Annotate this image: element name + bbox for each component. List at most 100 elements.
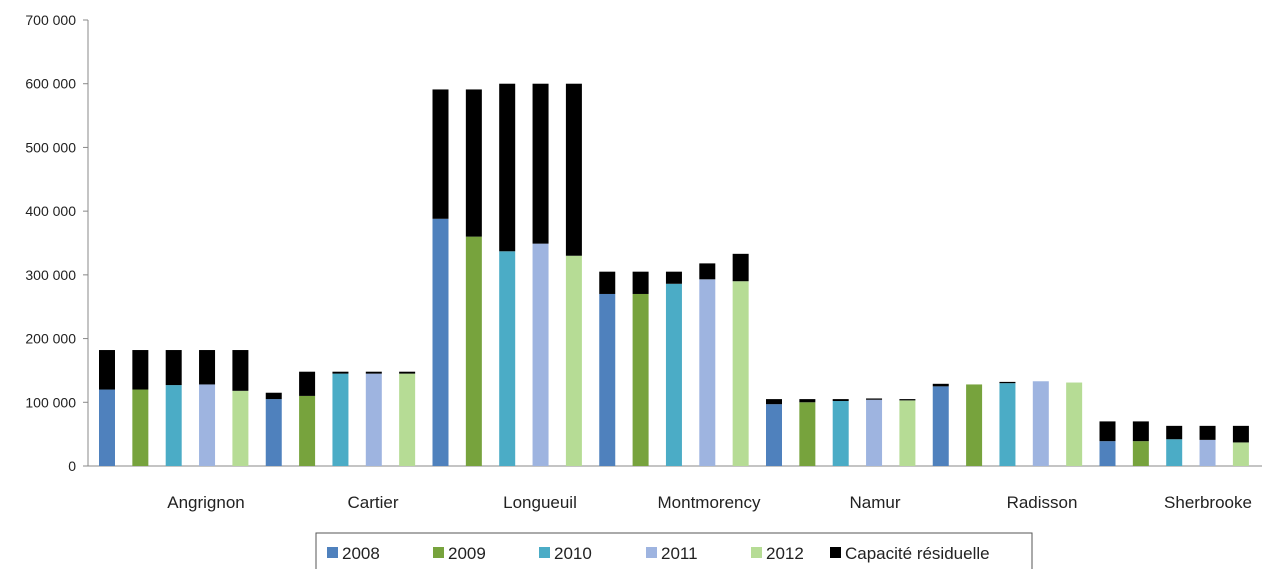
y-tick-label: 200 000: [25, 331, 76, 347]
legend-frame: [315, 532, 1033, 574]
bar-namur-2008: [766, 404, 782, 466]
legend-label: 2011: [661, 544, 698, 563]
bar-radisson-2010: [999, 383, 1016, 466]
bar-cartier-2011: [365, 373, 382, 466]
bar-residual-namur-2012: [899, 399, 916, 401]
legend-swatch-capacité-résiduelle: [830, 547, 841, 558]
bar-cartier-2009: [299, 395, 316, 466]
bar-longueuil-2008: [432, 218, 449, 466]
bar-residual-sherbrooke-2009: [1132, 421, 1149, 442]
bar-sherbrooke-2008: [1099, 441, 1116, 466]
bar-residual-montmorency-2011: [699, 263, 716, 280]
bar-longueuil-2010: [499, 251, 516, 466]
category-label-radisson: Radisson: [1007, 493, 1078, 512]
bar-angrignon-2010: [165, 385, 182, 466]
bar-residual-longueuil-2008: [432, 89, 449, 219]
bar-cartier-2008: [265, 399, 282, 466]
bar-residual-sherbrooke-2012: [1232, 425, 1249, 443]
bar-residual-cartier-2010: [332, 371, 349, 374]
category-label-longueuil: Longueuil: [503, 493, 577, 512]
bar-cartier-2010: [332, 373, 349, 466]
y-tick-label: 400 000: [25, 203, 76, 219]
bar-residual-angrignon-2008: [99, 350, 115, 390]
bar-residual-cartier-2008: [265, 392, 282, 400]
bar-longueuil-2012: [565, 255, 582, 466]
legend-swatch-2008: [327, 547, 338, 558]
y-tick-label: 700 000: [25, 12, 76, 28]
bar-residual-cartier-2012: [399, 371, 416, 374]
bar-montmorency-2010: [665, 283, 682, 466]
bar-residual-namur-2011: [866, 398, 883, 400]
bar-residual-angrignon-2010: [165, 350, 182, 386]
bar-radisson-2011: [1032, 381, 1049, 466]
bar-residual-montmorency-2009: [632, 271, 649, 294]
bar-sherbrooke-2010: [1166, 439, 1183, 466]
bar-sherbrooke-2012: [1232, 442, 1249, 466]
y-tick-label: 100 000: [25, 394, 76, 410]
legend-swatch-2009: [433, 547, 444, 558]
bar-angrignon-2012: [232, 390, 249, 466]
bar-residual-cartier-2009: [299, 371, 316, 396]
bar-residual-montmorency-2008: [599, 271, 616, 294]
category-label-sherbrooke: Sherbrooke: [1164, 493, 1252, 512]
y-tick-label: 0: [68, 458, 76, 474]
legend: 2008 2009 2010 2011 2012 Capacité résiduelle: [315, 532, 1033, 574]
legend-swatch-2010: [539, 547, 550, 558]
bar-montmorency-2012: [732, 281, 749, 466]
bar-residual-radisson-2010: [999, 381, 1016, 384]
legend-label: 2009: [448, 544, 486, 563]
legend-label: Capacité résiduelle: [845, 544, 990, 563]
bar-angrignon-2008: [99, 389, 115, 466]
category-label-montmorency: Montmorency: [658, 493, 761, 512]
bar-residual-namur-2008: [766, 399, 782, 405]
legend-label: 2012: [766, 544, 804, 563]
bar-residual-sherbrooke-2010: [1166, 425, 1183, 440]
bar-namur-2011: [866, 399, 883, 466]
bars: [99, 83, 1249, 466]
category-label-cartier: Cartier: [347, 493, 398, 512]
category-label-namur: Namur: [849, 493, 900, 512]
bar-residual-namur-2009: [799, 399, 816, 403]
bar-montmorency-2009: [632, 293, 649, 466]
bar-residual-angrignon-2012: [232, 350, 249, 391]
legend-label: 2010: [554, 544, 592, 563]
bar-cartier-2012: [399, 373, 416, 466]
y-tick-label: 500 000: [25, 139, 76, 155]
bar-residual-longueuil-2012: [565, 83, 582, 256]
bar-angrignon-2011: [199, 384, 216, 466]
bar-residual-cartier-2011: [365, 371, 382, 374]
bar-sherbrooke-2009: [1132, 441, 1149, 466]
bar-residual-longueuil-2010: [499, 83, 516, 252]
y-tick-label: 600 000: [25, 76, 76, 92]
legend-label: 2008: [342, 544, 380, 563]
bar-residual-angrignon-2011: [199, 350, 216, 385]
bar-montmorency-2011: [699, 279, 716, 466]
bar-namur-2009: [799, 402, 816, 466]
bar-montmorency-2008: [599, 293, 616, 466]
bar-longueuil-2011: [532, 243, 549, 466]
y-tick-label: 300 000: [25, 267, 76, 283]
y-tick-labels: 0 100 000 200 000 300 000 400 000 500 000 600 …: [25, 12, 88, 474]
legend-swatch-2011: [646, 547, 657, 558]
bar-namur-2012: [899, 400, 916, 466]
bar-radisson-2009: [966, 384, 983, 466]
category-label-angrignon: Angrignon: [167, 493, 245, 512]
bar-angrignon-2009: [132, 389, 149, 466]
bar-residual-sherbrooke-2008: [1099, 421, 1116, 442]
bar-residual-radisson-2008: [932, 383, 949, 387]
bar-sherbrooke-2011: [1199, 439, 1216, 466]
bar-residual-longueuil-2011: [532, 83, 549, 244]
bar-residual-montmorency-2012: [732, 253, 749, 282]
bar-radisson-2008: [932, 386, 949, 466]
legend-swatch-2012: [751, 547, 762, 558]
bar-residual-sherbrooke-2011: [1199, 425, 1216, 440]
bar-residual-namur-2010: [832, 399, 849, 402]
category-labels: Angrignon Cartier Longueuil Montmorency Namu…: [167, 493, 1252, 512]
bar-namur-2010: [832, 401, 849, 466]
bar-residual-longueuil-2009: [465, 89, 482, 237]
bar-residual-angrignon-2009: [132, 350, 149, 390]
bar-residual-montmorency-2010: [665, 271, 682, 284]
bar-longueuil-2009: [465, 236, 482, 466]
